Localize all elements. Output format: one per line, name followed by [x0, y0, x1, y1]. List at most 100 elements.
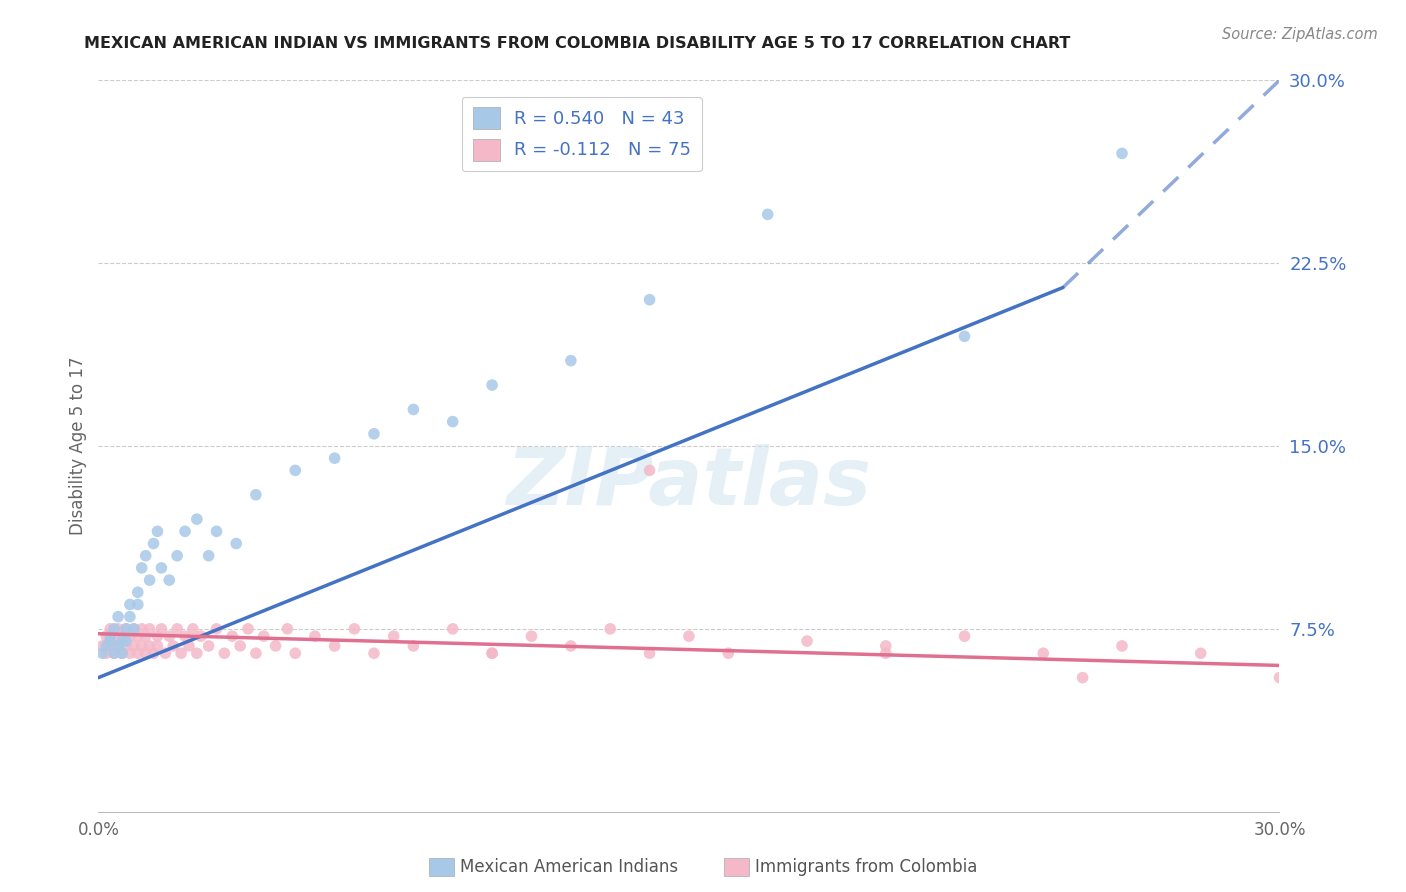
- Point: [122, 622, 145, 636]
- Point: [155, 646, 177, 660]
- Point: [138, 622, 160, 636]
- Point: [717, 646, 740, 660]
- Point: [441, 415, 464, 429]
- Point: [131, 561, 153, 575]
- Point: [205, 524, 228, 539]
- Point: [146, 629, 169, 643]
- Point: [107, 639, 129, 653]
- Point: [150, 561, 173, 575]
- Point: [678, 629, 700, 643]
- Point: [111, 629, 134, 643]
- Point: [157, 629, 180, 643]
- Legend: R = 0.540   N = 43, R = -0.112   N = 75: R = 0.540 N = 43, R = -0.112 N = 75: [461, 96, 702, 171]
- Point: [599, 622, 621, 636]
- Point: [363, 426, 385, 441]
- Point: [638, 646, 661, 660]
- Text: MEXICAN AMERICAN INDIAN VS IMMIGRANTS FROM COLOMBIA DISABILITY AGE 5 TO 17 CORRE: MEXICAN AMERICAN INDIAN VS IMMIGRANTS FR…: [84, 36, 1071, 51]
- Point: [481, 646, 503, 660]
- Point: [127, 585, 149, 599]
- Point: [96, 629, 118, 643]
- Point: [115, 622, 138, 636]
- Point: [796, 634, 818, 648]
- Point: [343, 622, 366, 636]
- Point: [323, 639, 346, 653]
- Point: [174, 629, 197, 643]
- Point: [875, 646, 897, 660]
- Point: [135, 646, 157, 660]
- Point: [146, 639, 169, 653]
- Point: [103, 622, 125, 636]
- Point: [304, 629, 326, 643]
- Point: [197, 549, 219, 563]
- Point: [186, 646, 208, 660]
- Point: [111, 634, 134, 648]
- Point: [118, 629, 141, 643]
- Text: Immigrants from Colombia: Immigrants from Colombia: [755, 858, 977, 876]
- Point: [135, 629, 157, 643]
- Point: [118, 609, 141, 624]
- Point: [91, 646, 114, 660]
- Point: [111, 646, 134, 660]
- Point: [127, 629, 149, 643]
- Point: [131, 622, 153, 636]
- Point: [107, 639, 129, 653]
- Point: [91, 639, 114, 653]
- Point: [253, 629, 276, 643]
- Point: [150, 622, 173, 636]
- Point: [402, 402, 425, 417]
- Point: [1268, 671, 1291, 685]
- Point: [103, 646, 125, 660]
- Point: [875, 639, 897, 653]
- Point: [135, 549, 157, 563]
- Y-axis label: Disability Age 5 to 17: Disability Age 5 to 17: [69, 357, 87, 535]
- Point: [481, 378, 503, 392]
- Point: [520, 629, 543, 643]
- Point: [205, 622, 228, 636]
- Point: [1111, 146, 1133, 161]
- Point: [138, 573, 160, 587]
- Point: [162, 639, 184, 653]
- Point: [142, 646, 165, 660]
- Point: [1111, 639, 1133, 653]
- Point: [953, 329, 976, 343]
- Point: [441, 622, 464, 636]
- Point: [98, 622, 121, 636]
- Point: [245, 646, 267, 660]
- Point: [1189, 49, 1212, 63]
- Point: [115, 634, 138, 648]
- Point: [1189, 646, 1212, 660]
- Point: [225, 536, 247, 550]
- Point: [166, 622, 188, 636]
- Point: [402, 639, 425, 653]
- Point: [115, 639, 138, 653]
- Point: [1032, 646, 1054, 660]
- Point: [111, 646, 134, 660]
- Point: [127, 646, 149, 660]
- Point: [174, 524, 197, 539]
- Point: [181, 622, 204, 636]
- Point: [221, 629, 243, 643]
- Point: [127, 598, 149, 612]
- Point: [96, 639, 118, 653]
- Point: [146, 524, 169, 539]
- Point: [98, 639, 121, 653]
- Point: [953, 629, 976, 643]
- Point: [103, 646, 125, 660]
- Point: [284, 646, 307, 660]
- Point: [170, 646, 193, 660]
- Point: [638, 463, 661, 477]
- Point: [214, 646, 236, 660]
- Point: [363, 646, 385, 660]
- Point: [177, 639, 200, 653]
- Point: [276, 622, 298, 636]
- Text: ZIPatlas: ZIPatlas: [506, 443, 872, 522]
- Point: [115, 622, 138, 636]
- Point: [190, 629, 212, 643]
- Point: [166, 549, 188, 563]
- Point: [560, 353, 582, 368]
- Point: [560, 639, 582, 653]
- Point: [197, 639, 219, 653]
- Point: [264, 639, 287, 653]
- Point: [481, 646, 503, 660]
- Point: [103, 629, 125, 643]
